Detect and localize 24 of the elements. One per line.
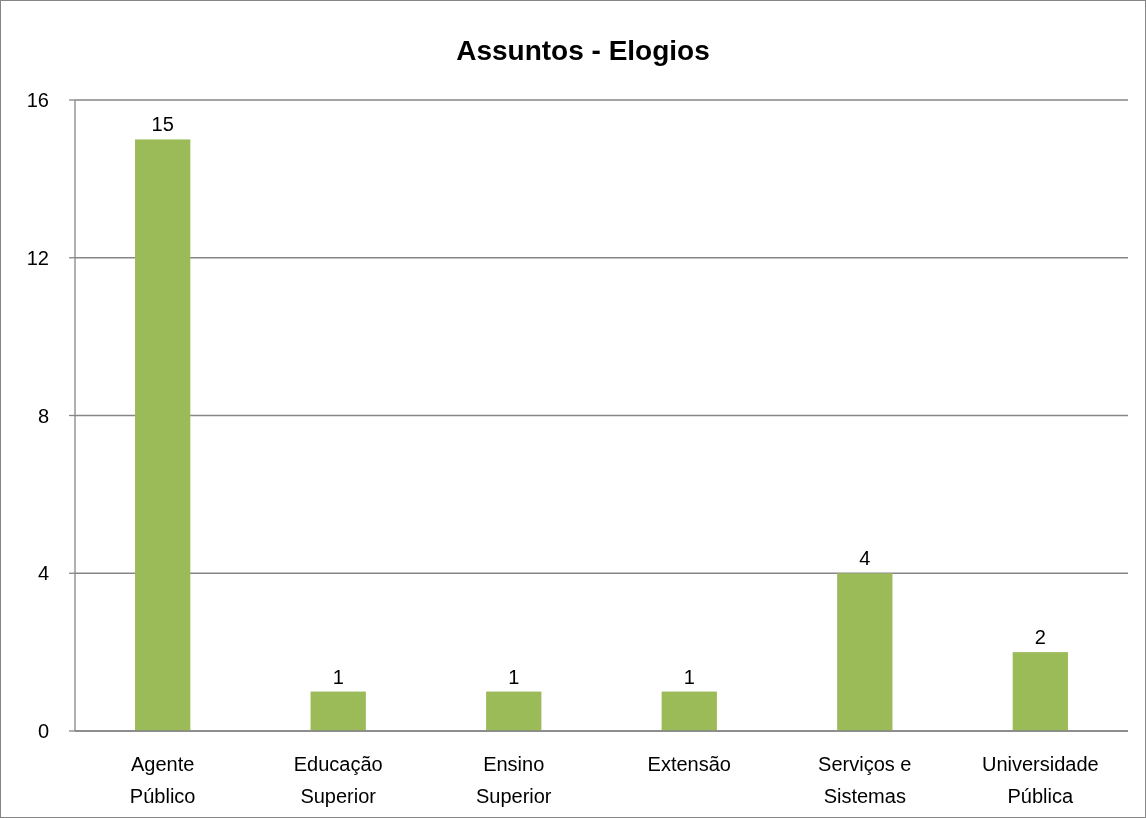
bar [310, 691, 366, 731]
data-label: 15 [151, 113, 174, 136]
data-label: 4 [859, 547, 871, 570]
y-tick-label: 4 [37, 562, 49, 585]
data-label: 2 [1034, 626, 1046, 649]
bar [486, 691, 542, 731]
y-tick-label: 8 [37, 404, 49, 427]
x-tick-label: Universidade Pública [981, 753, 1099, 807]
x-tick-label: Serviços e Sistemas [818, 753, 912, 807]
data-label: 1 [683, 665, 695, 688]
y-tick-label: 16 [26, 89, 49, 111]
x-tick-label: Educação Superior [293, 753, 383, 807]
bar [661, 691, 717, 731]
bar [135, 139, 191, 731]
data-label: 1 [508, 665, 520, 688]
y-tick-label: 0 [37, 720, 49, 742]
x-tick-label: Agente Público [129, 753, 196, 807]
bar [1012, 652, 1068, 731]
x-tick-label: Ensino Superior [475, 753, 552, 807]
data-label: 1 [332, 665, 344, 688]
bar [837, 573, 893, 731]
y-tick-label: 12 [26, 246, 49, 269]
chart-title: Assuntos - Elogios [456, 35, 710, 66]
x-tick-label: Extensão [647, 753, 731, 775]
